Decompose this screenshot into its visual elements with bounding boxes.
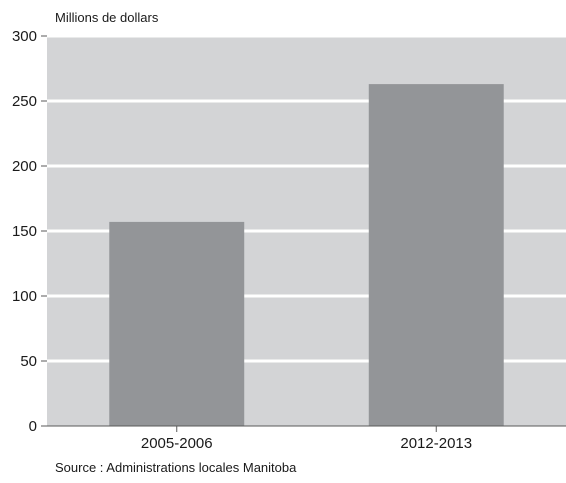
axes <box>41 35 566 432</box>
y-tick-label-200: 200 <box>12 158 37 175</box>
y-tick-label-300: 300 <box>12 28 37 45</box>
y-tick-label-250: 250 <box>12 93 37 110</box>
bars <box>109 84 504 426</box>
x-tick-labels: 2005-2006 2012-2013 <box>141 435 472 452</box>
y-tick-label-50: 50 <box>20 353 37 370</box>
y-tick-label-150: 150 <box>12 223 37 240</box>
y-tick-label-0: 0 <box>29 418 37 435</box>
x-tick-label-2005-2006: 2005-2006 <box>141 435 213 452</box>
y-tick-labels: 0 50 100 150 200 250 300 <box>12 28 37 435</box>
x-tick-label-2012-2013: 2012-2013 <box>400 435 472 452</box>
source-note: Source : Administrations locales Manitob… <box>55 460 297 475</box>
bar-2012-2013 <box>368 84 504 426</box>
y-axis-unit-label: Millions de dollars <box>55 10 159 25</box>
bar-2005-2006 <box>109 221 245 426</box>
y-tick-label-100: 100 <box>12 288 37 305</box>
